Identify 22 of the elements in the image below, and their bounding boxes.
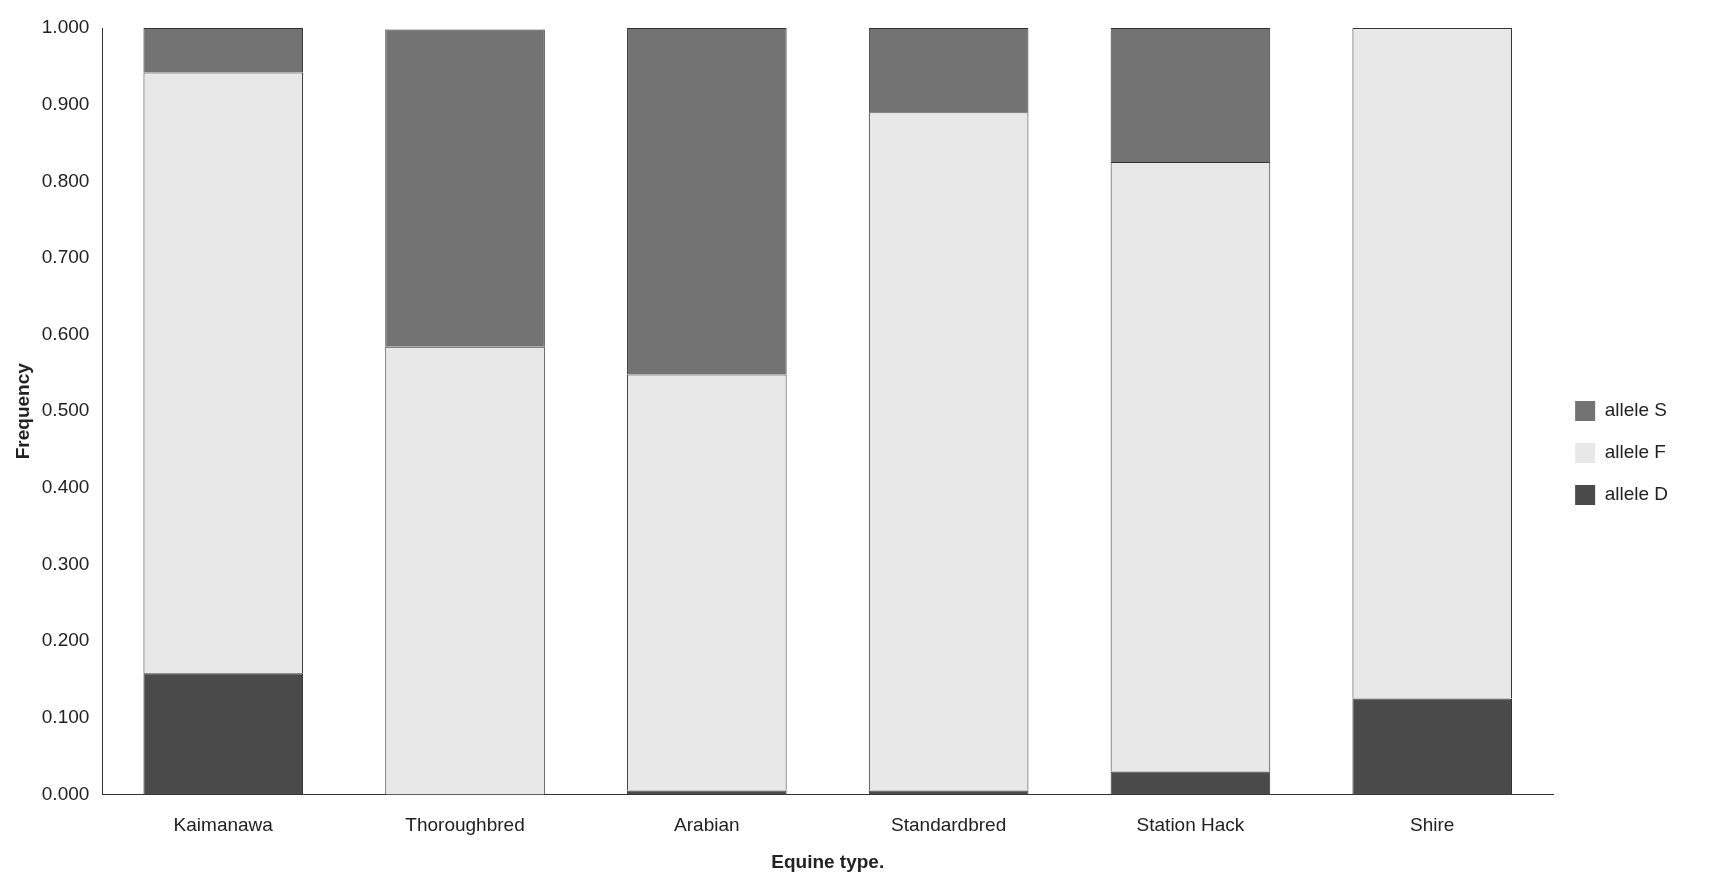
y-tick-label: 0.200 xyxy=(41,629,90,651)
x-tick-label: Arabian xyxy=(674,814,740,836)
y-axis-title: Frequency xyxy=(11,362,33,460)
y-tick-label: 0.600 xyxy=(41,322,90,344)
y-tick-label: 0.000 xyxy=(41,782,90,804)
y-tick-label: 0.900 xyxy=(41,92,90,114)
legend-label: allele D xyxy=(1604,483,1669,505)
y-tick-label: 0.400 xyxy=(41,476,90,498)
y-tick-label: 0.700 xyxy=(41,246,90,268)
x-axis-title: Equine type. xyxy=(771,850,885,872)
y-tick-label: 0.800 xyxy=(41,169,90,191)
y-tick-label: 0.100 xyxy=(41,705,90,727)
x-tick-label: Station Hack xyxy=(1136,814,1245,836)
x-tick-label: Standardbred xyxy=(891,814,1007,836)
legend-label: allele S xyxy=(1604,399,1667,421)
x-tick-label: Kaimanawa xyxy=(173,814,274,836)
x-tick-label: Shire xyxy=(1410,814,1455,836)
x-tick-label: Thoroughbred xyxy=(405,814,525,836)
y-tick-label: 0.500 xyxy=(41,399,90,421)
y-tick-label: 0.300 xyxy=(41,552,90,574)
legend-label: allele F xyxy=(1604,441,1666,463)
y-tick-label: 1.000 xyxy=(41,16,90,38)
